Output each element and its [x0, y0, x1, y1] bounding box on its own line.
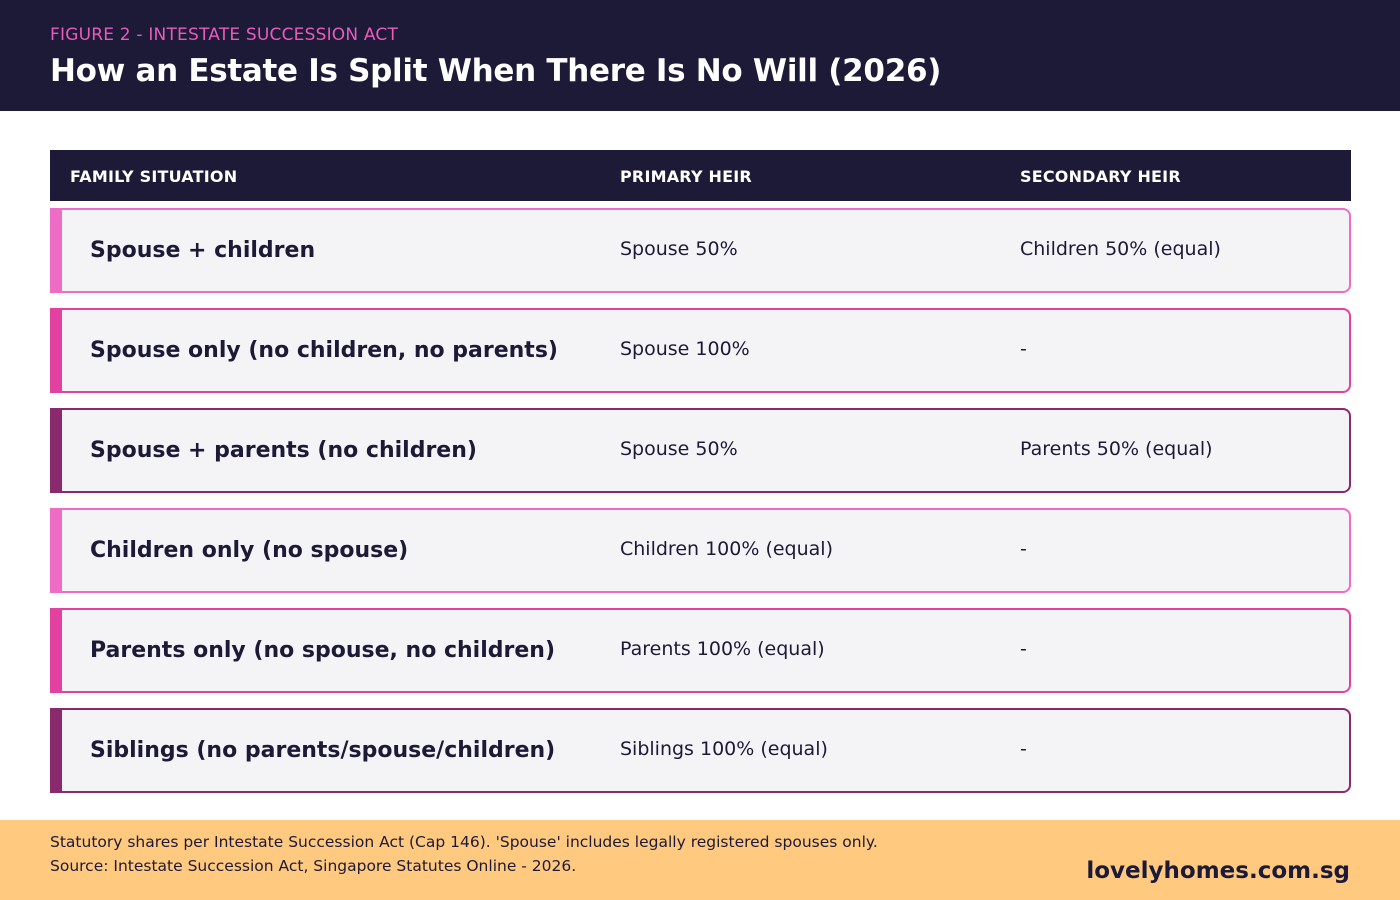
- column-header-secondary-heir: SECONDARY HEIR: [1020, 167, 1181, 186]
- table-row: Spouse + parents (no children) Spouse 50…: [50, 408, 1351, 493]
- family-situation-cell: Siblings (no parents/spouse/children): [90, 738, 556, 763]
- secondary-heir-cell: -: [1020, 338, 1027, 360]
- figure-title: How an Estate Is Split When There Is No …: [50, 53, 942, 89]
- row-accent-bar: [50, 608, 62, 693]
- secondary-heir-cell: -: [1020, 738, 1027, 760]
- family-situation-cell: Parents only (no spouse, no children): [90, 638, 555, 663]
- table-row: Parents only (no spouse, no children) Pa…: [50, 608, 1351, 693]
- row-accent-bar: [50, 508, 62, 593]
- brand-logo-text: lovelyhomes.com.sg: [1086, 858, 1350, 884]
- table-row: Spouse only (no children, no parents) Sp…: [50, 308, 1351, 393]
- family-situation-cell: Spouse only (no children, no parents): [90, 338, 558, 363]
- secondary-heir-cell: Parents 50% (equal): [1020, 438, 1213, 460]
- table-row: Children only (no spouse) Children 100% …: [50, 508, 1351, 593]
- family-situation-cell: Spouse + children: [90, 238, 316, 263]
- figure-header: FIGURE 2 - INTESTATE SUCCESSION ACT How …: [0, 0, 1400, 111]
- family-situation-cell: Spouse + parents (no children): [90, 438, 477, 463]
- row-accent-bar: [50, 308, 62, 393]
- primary-heir-cell: Parents 100% (equal): [620, 638, 825, 660]
- footnote-statutory: Statutory shares per Intestate Successio…: [50, 833, 878, 851]
- footnote-source: Source: Intestate Succession Act, Singap…: [50, 857, 577, 875]
- secondary-heir-cell: -: [1020, 638, 1027, 660]
- figure-footer: Statutory shares per Intestate Successio…: [0, 820, 1400, 900]
- primary-heir-cell: Children 100% (equal): [620, 538, 833, 560]
- column-header-family-situation: FAMILY SITUATION: [70, 167, 238, 186]
- table-row: Siblings (no parents/spouse/children) Si…: [50, 708, 1351, 793]
- column-header-primary-heir: PRIMARY HEIR: [620, 167, 752, 186]
- table-header: FAMILY SITUATION PRIMARY HEIR SECONDARY …: [50, 150, 1351, 201]
- table-row: Spouse + children Spouse 50% Children 50…: [50, 208, 1351, 293]
- primary-heir-cell: Spouse 100%: [620, 338, 750, 360]
- secondary-heir-cell: Children 50% (equal): [1020, 238, 1221, 260]
- secondary-heir-cell: -: [1020, 538, 1027, 560]
- primary-heir-cell: Spouse 50%: [620, 438, 738, 460]
- row-accent-bar: [50, 408, 62, 493]
- family-situation-cell: Children only (no spouse): [90, 538, 409, 563]
- row-accent-bar: [50, 208, 62, 293]
- figure-eyebrow: FIGURE 2 - INTESTATE SUCCESSION ACT: [50, 25, 399, 45]
- primary-heir-cell: Spouse 50%: [620, 238, 738, 260]
- row-accent-bar: [50, 708, 62, 793]
- primary-heir-cell: Siblings 100% (equal): [620, 738, 828, 760]
